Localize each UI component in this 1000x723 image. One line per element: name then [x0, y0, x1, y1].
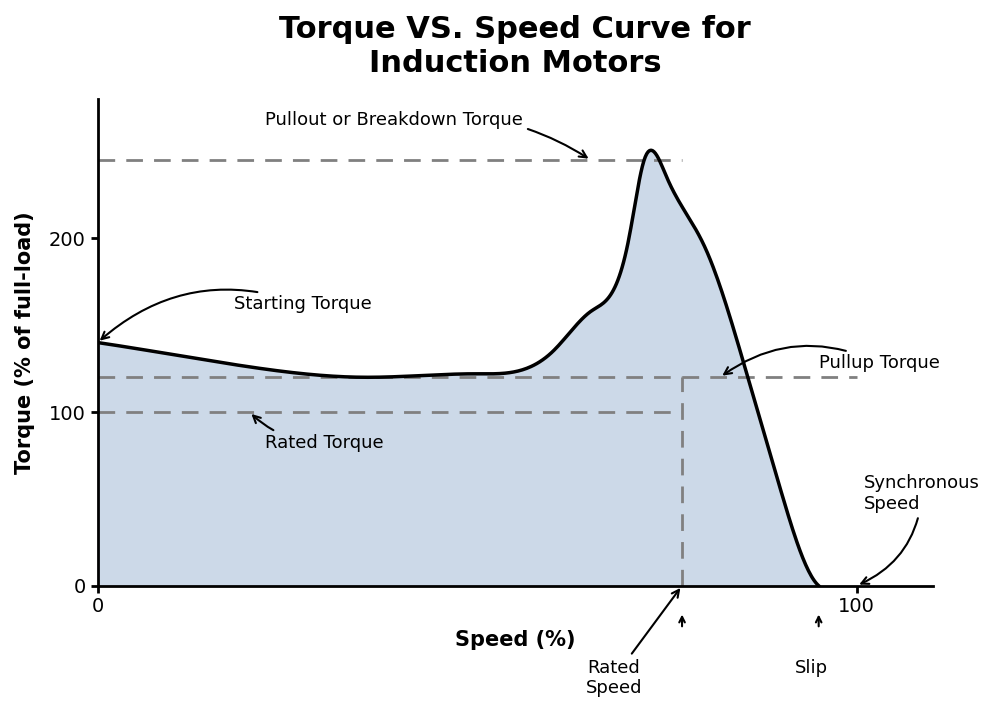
Y-axis label: Torque (% of full-load): Torque (% of full-load)	[15, 211, 35, 474]
Text: Synchronous
Speed: Synchronous Speed	[861, 474, 980, 584]
X-axis label: Speed (%): Speed (%)	[455, 630, 575, 651]
Text: Pullout or Breakdown Torque: Pullout or Breakdown Torque	[265, 111, 587, 158]
Text: Rated
Speed: Rated Speed	[585, 590, 679, 698]
Text: Pullup Torque: Pullup Torque	[724, 346, 940, 375]
Text: Slip: Slip	[795, 659, 828, 677]
Text: Rated Torque: Rated Torque	[253, 416, 383, 453]
Text: Starting Torque: Starting Torque	[101, 290, 372, 339]
Title: Torque VS. Speed Curve for
Induction Motors: Torque VS. Speed Curve for Induction Mot…	[279, 15, 751, 77]
